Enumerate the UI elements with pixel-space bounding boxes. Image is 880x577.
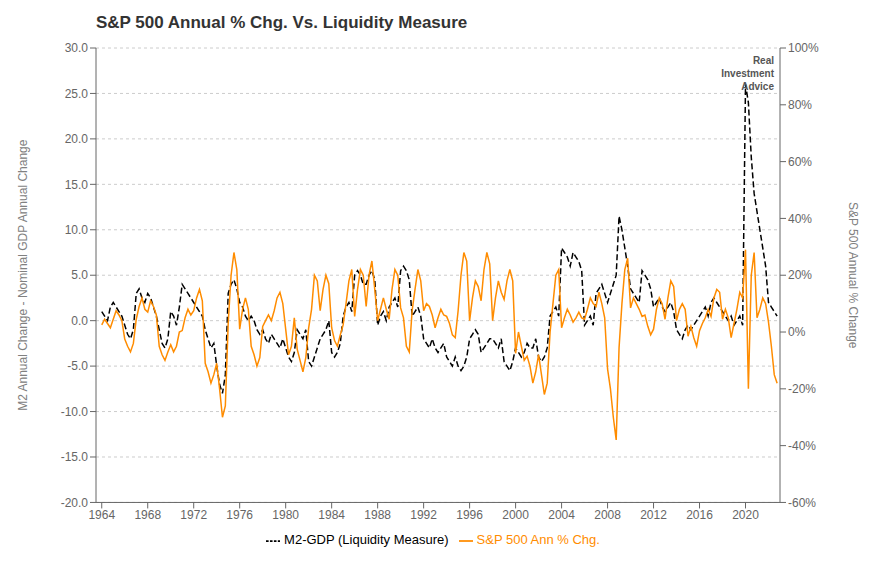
svg-text:M2 Annual Change - Nominal GDP: M2 Annual Change - Nominal GDP Annual Ch… (16, 139, 30, 411)
html-text:Real: Real (752, 55, 774, 66)
svg-text:10.0: 10.0 (65, 223, 89, 237)
html-text:Advice: Advice (741, 81, 774, 92)
svg-text:2000: 2000 (502, 508, 529, 522)
svg-text:5.0: 5.0 (71, 268, 88, 282)
svg-text:100%: 100% (788, 41, 819, 55)
svg-text:2020: 2020 (732, 508, 759, 522)
svg-text:1984: 1984 (318, 508, 345, 522)
svg-text:2016: 2016 (686, 508, 713, 522)
svg-text:15.0: 15.0 (65, 178, 89, 192)
svg-text:1964: 1964 (88, 508, 115, 522)
html-text:M2-GDP (Liquidity Measure): M2-GDP (Liquidity Measure) (284, 532, 449, 548)
html-text:S&P 500 Ann % Chg.: S&P 500 Ann % Chg. (476, 532, 600, 548)
svg-text:2008: 2008 (594, 508, 621, 522)
svg-text:1976: 1976 (226, 508, 253, 522)
svg-text:-20%: -20% (788, 382, 816, 396)
svg-text:40%: 40% (788, 212, 812, 226)
svg-text:20%: 20% (788, 268, 812, 282)
svg-text:-15.0: -15.0 (61, 450, 89, 464)
svg-text:1992: 1992 (410, 508, 437, 522)
svg-text:0%: 0% (788, 325, 806, 339)
svg-text:-20.0: -20.0 (61, 496, 89, 510)
svg-text:2012: 2012 (640, 508, 667, 522)
svg-text:-40%: -40% (788, 439, 816, 453)
svg-text:-60%: -60% (788, 496, 816, 510)
html-text:Investment: Investment (721, 68, 774, 79)
html-text:S&P 500 Annual % Chg. Vs. Liqu: S&P 500 Annual % Chg. Vs. Liquidity Meas… (96, 13, 468, 32)
svg-text:1972: 1972 (180, 508, 207, 522)
svg-text:S&P 500 Annual % Change: S&P 500 Annual % Change (846, 202, 860, 349)
svg-text:60%: 60% (788, 155, 812, 169)
svg-text:-10.0: -10.0 (61, 405, 89, 419)
svg-text:1988: 1988 (364, 508, 391, 522)
svg-text:1968: 1968 (134, 508, 161, 522)
svg-text:20.0: 20.0 (65, 132, 89, 146)
svg-text:1980: 1980 (272, 508, 299, 522)
svg-text:25.0: 25.0 (65, 87, 89, 101)
svg-text:80%: 80% (788, 98, 812, 112)
svg-text:2004: 2004 (548, 508, 575, 522)
svg-text:-5.0: -5.0 (67, 359, 88, 373)
svg-text:1996: 1996 (456, 508, 483, 522)
svg-text:30.0: 30.0 (65, 41, 89, 55)
svg-text:0.0: 0.0 (71, 314, 88, 328)
